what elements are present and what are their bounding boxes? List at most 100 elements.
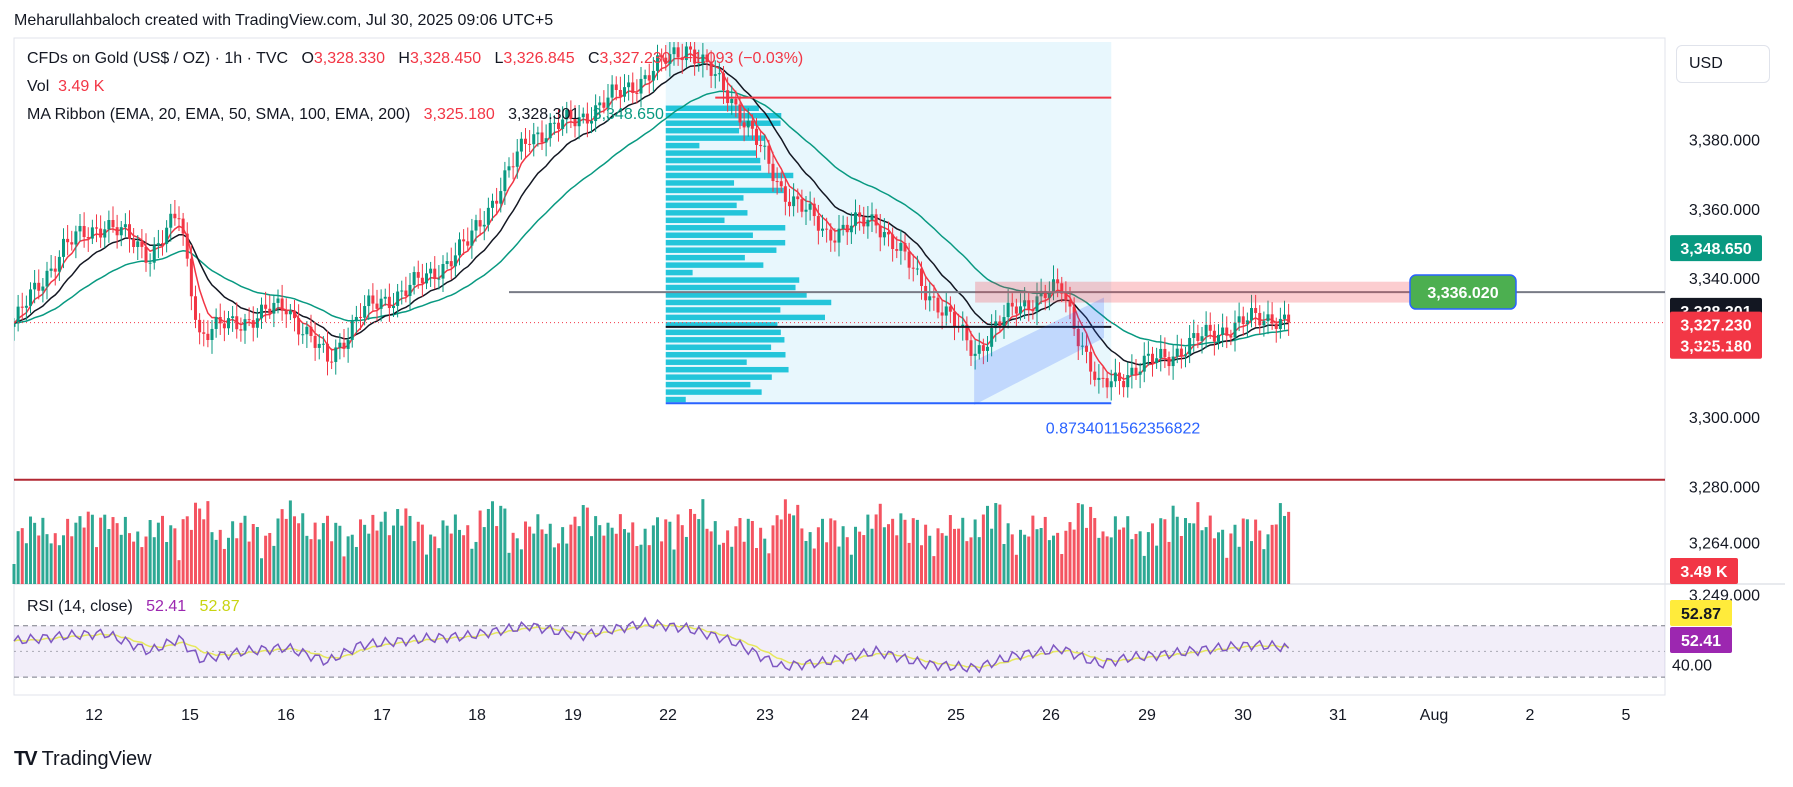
candle-body <box>903 243 907 252</box>
candle-body <box>1204 324 1208 337</box>
volume-bar <box>239 522 243 584</box>
volume-bar <box>577 526 581 584</box>
volume-bar <box>330 541 334 584</box>
candle-body <box>536 132 540 135</box>
volume-profile-bar <box>665 225 786 231</box>
candle-body <box>515 151 519 167</box>
candle-body <box>1113 372 1117 382</box>
candle-body <box>1014 306 1018 314</box>
candle-body <box>1105 378 1109 388</box>
volume-bar <box>825 542 829 584</box>
volume-bar <box>1287 511 1291 584</box>
volume-bar <box>1184 518 1187 584</box>
volume-bar <box>41 517 45 584</box>
volume-bar <box>548 523 552 584</box>
currency-button[interactable]: USD <box>1676 45 1770 83</box>
volume-bar <box>969 537 973 584</box>
volume-bar <box>433 536 437 584</box>
volume-bar <box>800 528 804 584</box>
candle-body <box>882 232 886 238</box>
price-tag <box>1670 311 1762 338</box>
candle-body <box>128 224 131 239</box>
candle-body <box>288 310 292 315</box>
volume-bar <box>280 509 284 584</box>
volume-bar <box>874 514 878 584</box>
candle-body <box>693 49 697 64</box>
candle-body <box>301 334 305 336</box>
volume-bar <box>1188 523 1192 584</box>
candle-body <box>119 227 123 236</box>
candle-body <box>965 324 969 341</box>
time-axis-label: 25 <box>947 707 965 724</box>
candle-body <box>701 54 705 64</box>
volume-bar <box>1274 524 1278 584</box>
candle-body <box>783 186 787 202</box>
volume-bar <box>486 508 490 584</box>
resistance-price-text: 3,336.020 <box>1427 285 1498 302</box>
candle-body <box>321 343 325 345</box>
volume-bar <box>462 535 466 584</box>
candle-body <box>581 113 585 118</box>
candle-body <box>260 304 263 319</box>
candle-body <box>70 242 74 245</box>
candle-body <box>1221 327 1225 335</box>
candle-body <box>1080 345 1084 347</box>
volume-bar <box>1126 516 1130 584</box>
candle-body <box>49 268 53 271</box>
volume-bar <box>1233 524 1237 584</box>
volume-bar <box>961 517 965 584</box>
candle-body <box>404 290 408 296</box>
candle-body <box>45 270 49 287</box>
candle-body <box>746 120 750 128</box>
volume-legend: Vol 3.49 K <box>27 78 104 96</box>
volume-bar <box>763 538 767 584</box>
volume-bar <box>705 528 709 584</box>
volume-profile-bar <box>665 180 735 186</box>
volume-bar <box>948 515 952 584</box>
candle-body <box>165 227 169 244</box>
rsi-axis-label: 40.00 <box>1672 657 1712 674</box>
candle-body <box>458 239 461 256</box>
rsi-legend-value: 52.41 <box>146 598 187 615</box>
volume-bar <box>301 513 305 584</box>
candle-body <box>1134 367 1138 375</box>
candle-body <box>594 105 598 122</box>
candle-body <box>953 311 956 327</box>
candle-body <box>268 308 272 314</box>
candle-body <box>1159 348 1163 359</box>
candle-body <box>664 57 668 64</box>
candle-body <box>218 317 222 324</box>
candle-body <box>280 298 284 311</box>
volume-profile-bar <box>665 262 764 268</box>
candle-body <box>639 78 643 94</box>
volume-profile-bar <box>665 269 693 276</box>
volume-bar <box>680 525 684 584</box>
time-axis-label: 26 <box>1042 707 1060 724</box>
candle-body <box>1266 314 1270 322</box>
volume-bar <box>788 513 791 584</box>
volume-bar <box>437 548 441 584</box>
volume-bar <box>396 509 400 584</box>
channel-ratio-label: 0.8734011562356822 <box>1046 420 1201 437</box>
candle-body <box>326 343 329 362</box>
volume-bar <box>940 533 944 584</box>
candle-body <box>482 224 486 227</box>
candle-body <box>598 102 602 106</box>
volume-bar <box>165 542 169 584</box>
candle-body <box>1196 333 1200 341</box>
volume-bar <box>449 533 453 584</box>
volume-bar <box>602 535 606 584</box>
volume-bar <box>606 522 610 584</box>
candle-body <box>214 317 218 329</box>
volume-bar <box>408 515 412 584</box>
candle-body <box>284 310 288 315</box>
volume-bar <box>218 529 222 584</box>
price-tag-text: 3,348.650 <box>1680 241 1751 258</box>
candle-body <box>111 220 115 228</box>
volume-bar <box>128 533 131 584</box>
candle-body <box>136 241 140 247</box>
candle-body <box>1146 353 1150 356</box>
volume-bar <box>887 524 890 584</box>
volume-bar <box>631 522 635 584</box>
